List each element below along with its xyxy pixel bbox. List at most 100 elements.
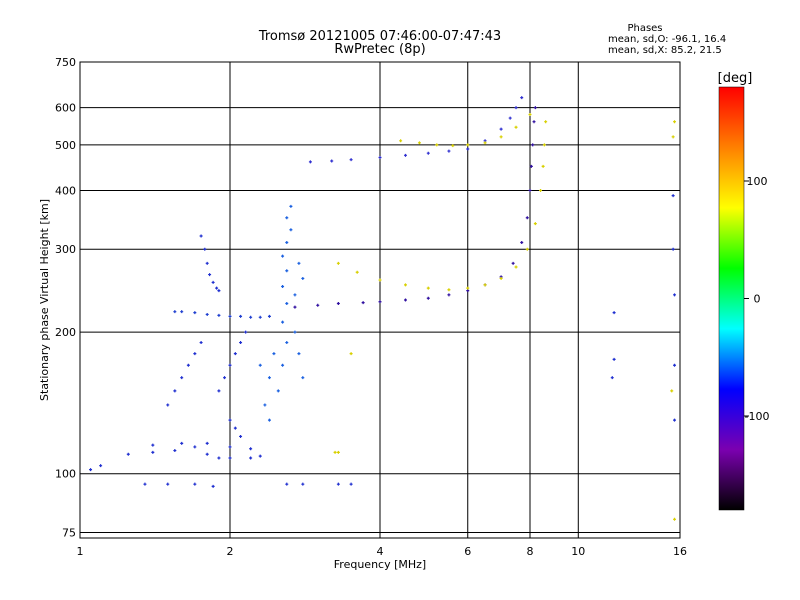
- data-point: [673, 120, 677, 124]
- data-point: [193, 482, 197, 486]
- x-tick-label: 4: [377, 545, 384, 558]
- data-point: [289, 204, 293, 208]
- data-point: [285, 269, 289, 273]
- data-point: [281, 284, 285, 288]
- trace-low-band-sparse: [143, 441, 353, 488]
- data-point: [249, 456, 253, 460]
- data-point: [166, 482, 170, 486]
- colorbar-tick-label: -100: [745, 410, 770, 423]
- trace-e-layer: [173, 310, 271, 319]
- data-point: [228, 363, 232, 367]
- data-point: [217, 389, 221, 393]
- trace-low-band: [89, 445, 262, 472]
- data-point: [166, 403, 170, 407]
- data-point: [670, 389, 674, 393]
- x-tick-label: 2: [227, 545, 234, 558]
- grid-lines: [80, 62, 680, 538]
- data-points: [89, 96, 677, 521]
- data-point: [199, 234, 203, 238]
- data-point: [193, 352, 197, 356]
- data-point: [217, 289, 221, 293]
- data-point: [208, 273, 212, 277]
- y-tick-label: 200: [55, 326, 76, 339]
- data-point: [336, 261, 340, 265]
- colorbar-ticks: 100 0 -100: [744, 175, 769, 423]
- data-point: [612, 311, 616, 315]
- data-point: [508, 116, 512, 120]
- trace-low-vertical: [166, 330, 248, 438]
- data-point: [378, 300, 382, 304]
- data-point: [267, 314, 271, 318]
- data-point: [514, 106, 518, 110]
- data-point: [671, 194, 675, 198]
- trace-spread-column: [258, 204, 305, 422]
- data-point: [514, 125, 518, 129]
- data-point: [671, 135, 675, 139]
- data-point: [403, 298, 407, 302]
- data-point: [203, 247, 207, 251]
- data-point: [272, 352, 276, 356]
- data-point: [533, 222, 537, 226]
- data-point: [244, 330, 248, 334]
- data-point: [330, 159, 334, 163]
- data-point: [403, 153, 407, 157]
- data-point: [267, 418, 271, 422]
- data-point: [483, 141, 487, 145]
- y-tick-label: 500: [55, 139, 76, 152]
- data-point: [466, 286, 470, 290]
- data-point: [399, 139, 403, 143]
- data-point: [233, 426, 237, 430]
- data-point: [281, 363, 285, 367]
- data-point: [151, 443, 155, 447]
- data-point: [525, 216, 529, 220]
- trace-e-spur: [199, 234, 221, 293]
- data-point: [99, 464, 103, 468]
- data-point: [180, 310, 184, 314]
- data-point: [233, 352, 237, 356]
- data-point: [542, 143, 546, 147]
- data-point: [297, 261, 301, 265]
- data-point: [673, 517, 677, 521]
- data-point: [333, 450, 337, 454]
- data-point: [528, 188, 532, 192]
- x-tick-label: 8: [527, 545, 534, 558]
- trace-f-x-trace: [336, 120, 548, 292]
- data-point: [673, 293, 677, 297]
- y-tick-label: 300: [55, 243, 76, 256]
- axis-ticks: 1 2 4 6 8 10 16 75 100 200 300 400 500 600 750: [55, 56, 687, 558]
- data-point: [211, 484, 215, 488]
- data-point: [539, 188, 543, 192]
- data-point: [520, 96, 524, 100]
- data-point: [151, 450, 155, 454]
- data-point: [258, 454, 262, 458]
- data-point: [173, 310, 177, 314]
- data-point: [285, 341, 289, 345]
- data-point: [193, 311, 197, 315]
- data-point: [447, 293, 451, 297]
- data-point: [205, 261, 209, 265]
- data-point: [349, 352, 353, 356]
- data-point: [403, 283, 407, 287]
- data-point: [671, 247, 675, 251]
- data-point: [466, 147, 470, 151]
- data-point: [267, 376, 271, 380]
- data-point: [293, 305, 297, 309]
- data-point: [281, 320, 285, 324]
- data-point: [301, 276, 305, 280]
- data-point: [361, 301, 365, 305]
- data-point: [285, 482, 289, 486]
- data-point: [612, 357, 616, 361]
- data-point: [308, 160, 312, 164]
- data-point: [217, 456, 221, 460]
- data-point: [239, 341, 243, 345]
- colorbar: [718, 86, 745, 511]
- data-point: [223, 376, 227, 380]
- data-point: [217, 313, 221, 317]
- data-point: [205, 452, 209, 456]
- data-point: [336, 482, 340, 486]
- data-point: [180, 376, 184, 380]
- data-point: [215, 286, 219, 290]
- data-point: [249, 315, 253, 319]
- data-point: [285, 216, 289, 220]
